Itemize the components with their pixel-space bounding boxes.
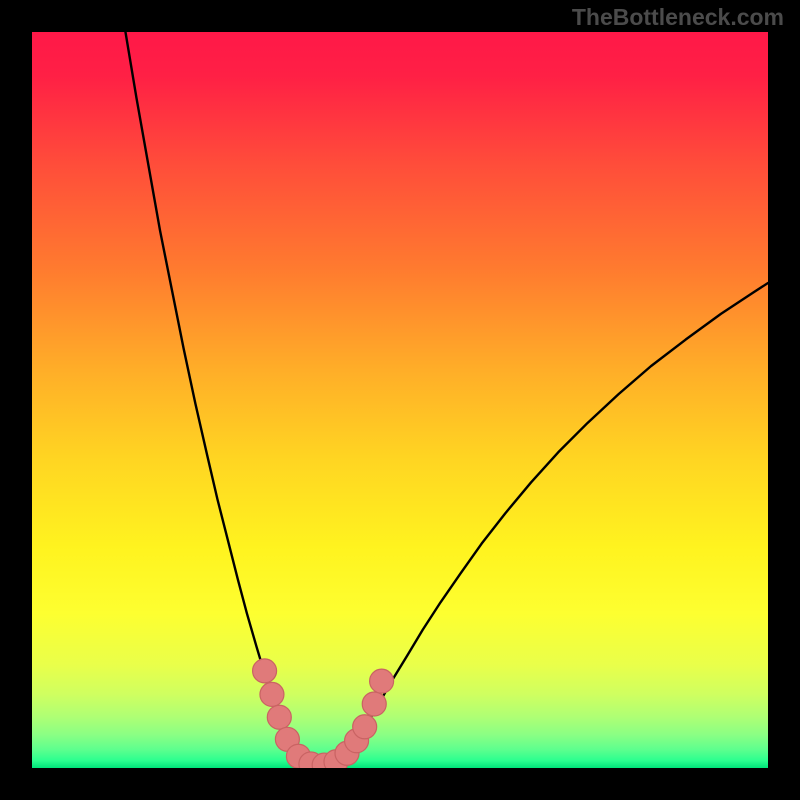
chart-svg xyxy=(32,32,768,768)
watermark-text: TheBottleneck.com xyxy=(572,4,784,31)
marker-point xyxy=(267,705,291,729)
marker-point xyxy=(362,692,386,716)
plot-area xyxy=(32,32,768,768)
marker-point xyxy=(253,659,277,683)
marker-point xyxy=(370,669,394,693)
marker-point xyxy=(353,715,377,739)
chart-frame: TheBottleneck.com xyxy=(0,0,800,800)
bottleneck-curve xyxy=(125,32,768,765)
marker-point xyxy=(260,682,284,706)
